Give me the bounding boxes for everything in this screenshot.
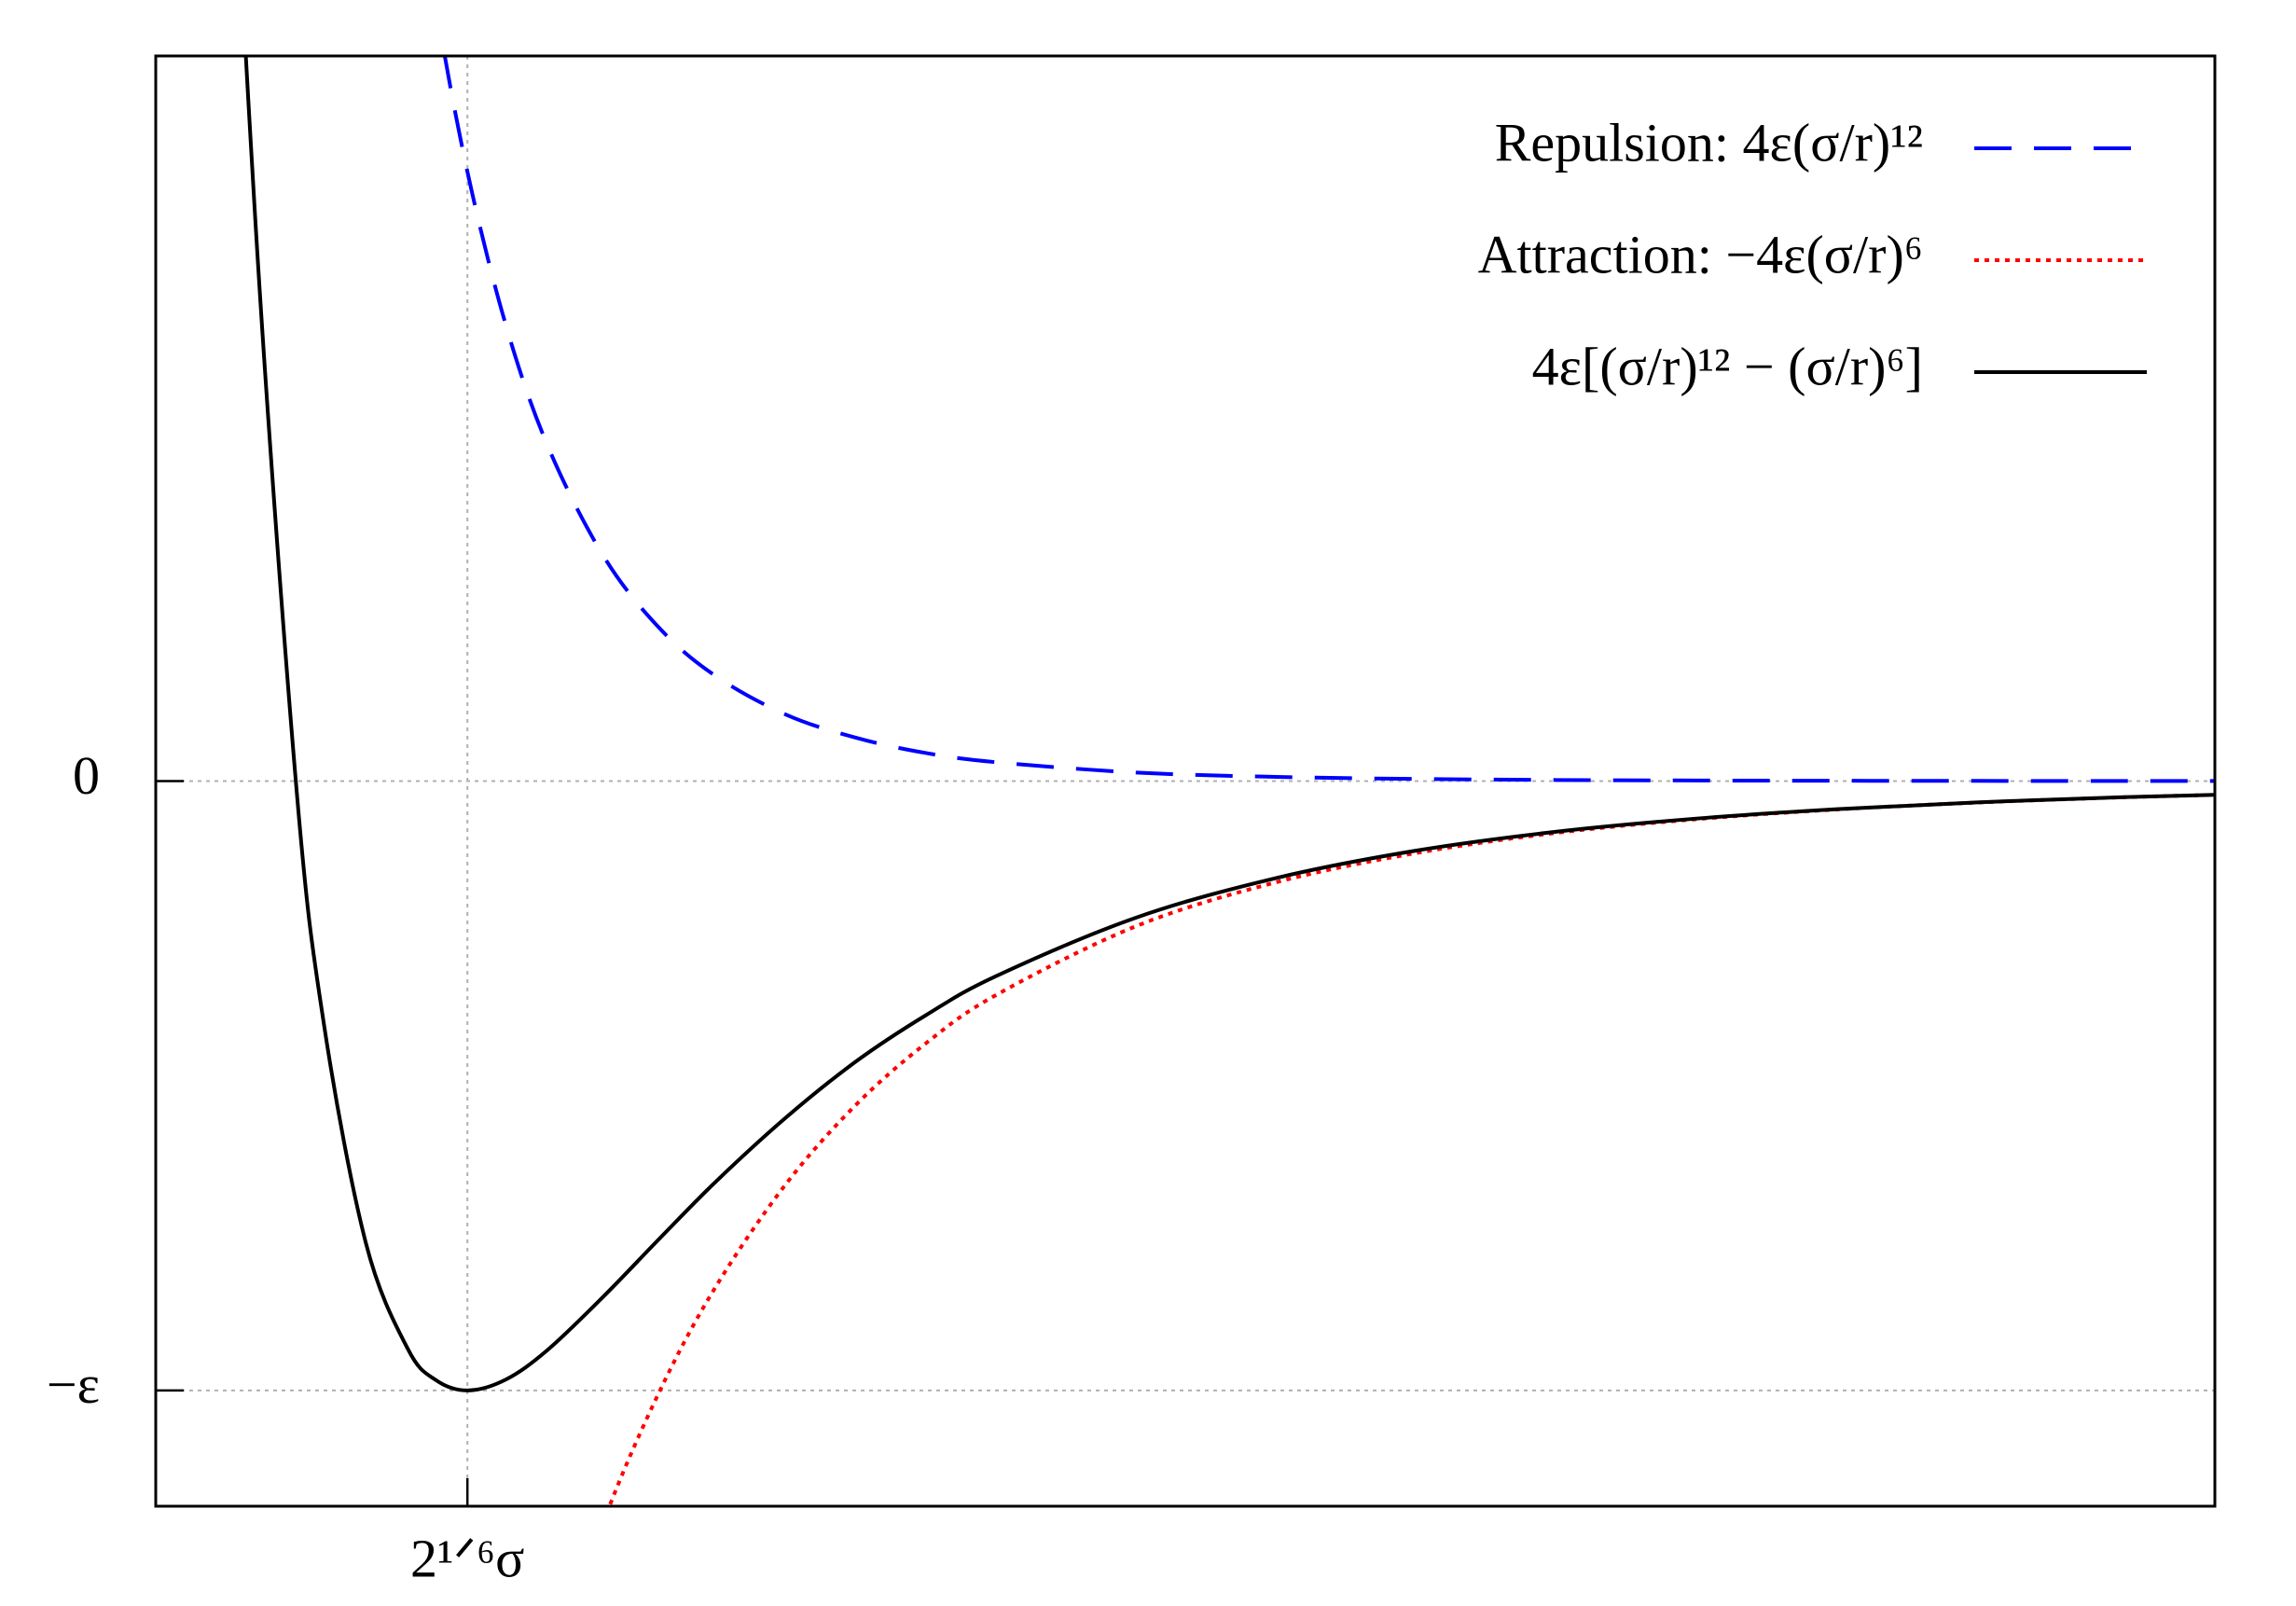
x-tick-label: 2¹ᐟ⁶σ (410, 1528, 524, 1588)
y-tick-label: 0 (73, 745, 100, 806)
plot-frame (154, 54, 2217, 1508)
series-line (243, 56, 2215, 1392)
y-tick-label: −ε (47, 1354, 100, 1415)
series-line (442, 56, 2215, 783)
plot-area (243, 56, 2215, 1506)
legend-label: Attraction: −4ε(σ/r)⁶ (1478, 224, 1923, 284)
legend-label: 4ε[(σ/r)¹² − (σ/r)⁶] (1532, 336, 1923, 396)
legend-label: Repulsion: 4ε(σ/r)¹² (1495, 112, 1923, 173)
